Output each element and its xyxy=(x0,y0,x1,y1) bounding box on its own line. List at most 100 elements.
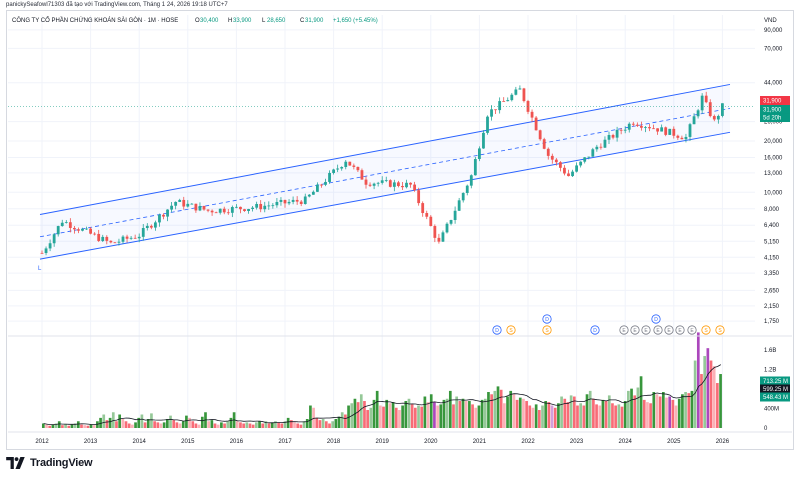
volume-bar xyxy=(175,422,179,428)
event-marker-earnings: E xyxy=(664,325,674,335)
event-marker-earnings: E xyxy=(630,325,640,335)
volume-bar xyxy=(627,390,630,428)
change-value: +1,650 (+5.45%) xyxy=(333,18,378,24)
candle-body xyxy=(125,236,129,239)
candle-body xyxy=(129,237,133,239)
volume-badge-3: 548.43 M xyxy=(760,392,790,402)
tradingview-brand[interactable]: TradingView xyxy=(6,455,93,471)
event-marker-label: E xyxy=(667,328,671,334)
event-marker-label: E xyxy=(690,328,694,334)
candle-body xyxy=(307,194,311,197)
candle-body xyxy=(575,165,578,172)
volume-bar xyxy=(426,402,430,428)
candle-body xyxy=(721,103,724,116)
price-tick-label: 16,000 xyxy=(764,156,783,162)
volume-bar xyxy=(42,423,45,428)
volume-bar xyxy=(531,407,535,428)
volume-bar xyxy=(245,422,249,428)
time-tick-label: 2021 xyxy=(473,439,487,445)
volume-bar xyxy=(604,401,608,428)
candle-body xyxy=(384,180,388,181)
volume-bar xyxy=(356,402,360,428)
low-value: 28,650 xyxy=(267,18,286,24)
volume-bar xyxy=(566,402,570,428)
candle-body xyxy=(482,132,485,149)
candle-body xyxy=(510,94,514,101)
currency-label: VND xyxy=(764,18,777,24)
volume-bar xyxy=(623,401,627,428)
candle-body xyxy=(93,233,97,235)
event-marker-circle xyxy=(687,325,697,335)
candle-body xyxy=(226,212,230,214)
candle-body xyxy=(243,209,246,211)
volume-bar xyxy=(636,387,640,428)
event-marker-dividend: D xyxy=(590,325,600,335)
volume-bar xyxy=(407,398,411,428)
volume-bar xyxy=(105,420,109,428)
volume-bar xyxy=(534,404,538,428)
volume-bar xyxy=(420,406,424,428)
volume-bar xyxy=(703,356,707,428)
event-marker-label: S xyxy=(545,328,549,334)
channel-middle-line xyxy=(39,107,731,238)
volume-bar xyxy=(499,389,503,428)
volume-bar xyxy=(286,417,290,428)
price-tick-label: 6,400 xyxy=(764,223,780,229)
candle-body xyxy=(518,88,522,90)
event-marker-label: D xyxy=(593,328,597,334)
event-marker-dividend: D xyxy=(492,325,502,335)
volume-bar xyxy=(588,390,592,428)
candle-body xyxy=(660,127,664,132)
candle-body xyxy=(380,180,384,183)
volume-bar xyxy=(83,425,87,428)
volume-bar xyxy=(70,424,74,428)
volume-bar xyxy=(458,401,462,428)
candle-body xyxy=(429,216,433,227)
candle-body xyxy=(283,199,287,204)
candle-body xyxy=(198,205,202,211)
volume-bar xyxy=(483,398,487,428)
candle-body xyxy=(559,162,562,168)
time-tick-label: 2026 xyxy=(716,439,730,445)
volume-bar xyxy=(57,421,61,428)
candle-body xyxy=(311,191,315,195)
volume-bar xyxy=(169,415,172,428)
symbol-name: CÔNG TY CỔ PHẦN CHỨNG KHOÁN SÀI GÒN · 1M… xyxy=(12,17,178,24)
volume-bar xyxy=(642,399,646,428)
candle-body xyxy=(182,199,186,207)
candle-body xyxy=(141,228,145,237)
volume-bar xyxy=(261,423,265,428)
volume-bar xyxy=(223,423,226,428)
volume-bar xyxy=(681,394,684,428)
volume-bar xyxy=(239,422,242,428)
volume-bar xyxy=(124,421,128,428)
candle-body xyxy=(149,225,153,228)
volume-bar xyxy=(372,399,376,428)
candle-body xyxy=(121,236,125,242)
time-tick-label: 2012 xyxy=(35,439,49,445)
price-tick-label: 5,150 xyxy=(764,239,780,245)
event-marker-split: S xyxy=(506,325,516,335)
candle-body xyxy=(388,180,392,187)
candle-body xyxy=(360,170,364,180)
volume-bar xyxy=(563,398,567,428)
event-marker-circle xyxy=(651,314,661,324)
candle-body xyxy=(696,110,700,117)
author-caption: panickySeafowl71303 đã tạo với TradingVi… xyxy=(6,2,228,8)
volume-bar xyxy=(235,421,239,428)
candle-body xyxy=(587,156,591,158)
candle-body xyxy=(449,220,453,224)
volume-bar xyxy=(64,424,67,428)
candle-body xyxy=(579,161,583,166)
candle-body xyxy=(506,100,510,102)
volume-bar xyxy=(633,395,637,428)
candle-body xyxy=(397,182,400,186)
candle-body xyxy=(186,203,190,207)
event-marker-label: E xyxy=(644,328,648,334)
volume-bar xyxy=(96,421,99,428)
time-tick-label: 2016 xyxy=(230,439,244,445)
volume-bar xyxy=(614,405,617,428)
countdown-badge-text: 5d 20h xyxy=(763,116,781,122)
symbol-header: CÔNG TY CỔ PHẦN CHỨNG KHOÁN SÀI GÒN · 1M… xyxy=(12,17,378,24)
